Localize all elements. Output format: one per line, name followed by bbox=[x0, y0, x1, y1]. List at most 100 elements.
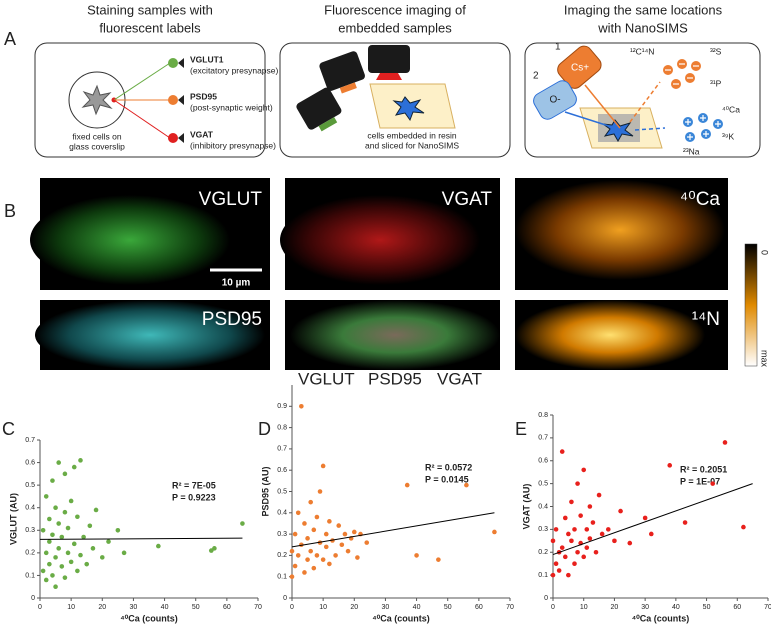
y-tick-label: 0.5 bbox=[25, 482, 35, 489]
point bbox=[56, 521, 61, 526]
x-tick-label: 20 bbox=[98, 604, 106, 611]
ion-label: ³¹P bbox=[710, 78, 722, 88]
heading: Fluorescence imaging of bbox=[324, 2, 466, 17]
y-axis-label: VGAT (AU) bbox=[521, 484, 531, 530]
point bbox=[556, 568, 562, 573]
point bbox=[710, 481, 716, 486]
point bbox=[93, 507, 99, 513]
label-name: VGLUT1 bbox=[190, 54, 224, 64]
panel-label: D bbox=[258, 419, 271, 439]
y-tick-label: 0.7 bbox=[538, 435, 548, 442]
annotation: P = 0.0145 bbox=[425, 474, 469, 484]
point bbox=[587, 504, 593, 509]
point bbox=[299, 404, 304, 409]
y-tick-label: 0.3 bbox=[25, 527, 35, 534]
trend-line bbox=[39, 537, 243, 540]
point bbox=[336, 523, 342, 528]
point bbox=[569, 499, 574, 505]
heading: with NanoSIMS bbox=[597, 20, 688, 35]
point bbox=[295, 510, 301, 516]
x-tick-label: 40 bbox=[161, 604, 169, 611]
x-tick-label: 50 bbox=[703, 604, 711, 611]
point bbox=[50, 573, 55, 578]
y-tick-label: 0.2 bbox=[25, 550, 35, 557]
x-tick-label: 10 bbox=[580, 604, 588, 611]
ion-label: ⁴⁰Ca bbox=[722, 104, 740, 114]
y-tick-label: 0.4 bbox=[538, 503, 548, 510]
label-desc: (inhibitory presynapse) bbox=[190, 140, 276, 150]
image-label: PSD95 bbox=[202, 309, 262, 330]
point bbox=[351, 529, 357, 535]
ion-label: ²³Na bbox=[683, 146, 700, 156]
heading: embedded samples bbox=[338, 20, 452, 35]
point bbox=[40, 568, 46, 574]
point bbox=[99, 555, 105, 560]
y-tick-label: 0 bbox=[283, 595, 287, 602]
point bbox=[550, 572, 556, 578]
panel-label: C bbox=[2, 419, 15, 439]
point bbox=[741, 524, 746, 530]
point bbox=[47, 539, 52, 544]
image-label: ⁴⁰Ca bbox=[680, 189, 721, 210]
point bbox=[553, 561, 559, 566]
point bbox=[320, 557, 326, 562]
point bbox=[53, 584, 58, 590]
x-tick-label: 20 bbox=[350, 604, 358, 611]
point bbox=[314, 553, 320, 558]
y-tick-label: 0.4 bbox=[277, 510, 287, 517]
point bbox=[78, 552, 83, 558]
point bbox=[566, 572, 571, 578]
image-label: VGLUT bbox=[199, 189, 263, 210]
point bbox=[612, 538, 617, 544]
y-tick-label: 0.5 bbox=[538, 480, 548, 487]
y-tick-label: 0.2 bbox=[277, 552, 287, 559]
point bbox=[317, 489, 323, 494]
point bbox=[584, 527, 590, 532]
point bbox=[562, 515, 568, 521]
heading: Staining samples with bbox=[87, 2, 213, 17]
x-axis-label: ⁴⁰Ca (counts) bbox=[372, 613, 430, 623]
point bbox=[81, 534, 86, 540]
point bbox=[320, 463, 326, 469]
point bbox=[339, 542, 345, 548]
point bbox=[65, 525, 71, 531]
x-tick-label: 0 bbox=[290, 604, 294, 611]
merge-legend: VGLUT bbox=[298, 369, 355, 388]
point bbox=[71, 541, 77, 547]
point bbox=[43, 494, 49, 499]
point bbox=[590, 520, 596, 525]
x-axis-label: ⁴⁰Ca (counts) bbox=[632, 613, 690, 623]
point bbox=[43, 577, 49, 583]
x-tick-label: 20 bbox=[611, 604, 619, 611]
point bbox=[311, 565, 317, 571]
beam-number: 1 bbox=[555, 42, 561, 53]
caption: glass coverslip bbox=[69, 141, 125, 151]
x-tick-label: 30 bbox=[130, 604, 138, 611]
nanosims-diagram bbox=[533, 45, 723, 149]
point bbox=[345, 548, 351, 554]
caption: cells embedded in resin bbox=[367, 130, 457, 140]
colorbar-label: 0 bbox=[760, 250, 770, 255]
y-tick-label: 0.1 bbox=[277, 574, 287, 581]
x-tick-label: 50 bbox=[192, 604, 200, 611]
y-tick-label: 0.6 bbox=[25, 459, 35, 466]
caption: fixed cells on bbox=[72, 131, 121, 141]
point bbox=[47, 516, 52, 522]
image-label: ¹⁴N bbox=[692, 309, 720, 330]
trend-line bbox=[291, 512, 495, 548]
y-tick-label: 0.5 bbox=[277, 488, 287, 495]
point bbox=[68, 559, 74, 565]
point bbox=[75, 568, 80, 574]
y-tick-label: 0.8 bbox=[538, 412, 548, 419]
point bbox=[295, 553, 301, 558]
x-tick-label: 60 bbox=[733, 604, 741, 611]
y-tick-label: 0.1 bbox=[538, 572, 548, 579]
point bbox=[404, 482, 410, 488]
x-tick-label: 30 bbox=[382, 604, 390, 611]
point bbox=[682, 520, 688, 525]
point bbox=[50, 478, 55, 483]
point bbox=[78, 458, 83, 463]
point bbox=[56, 460, 61, 465]
point bbox=[587, 536, 593, 541]
point bbox=[464, 482, 469, 488]
